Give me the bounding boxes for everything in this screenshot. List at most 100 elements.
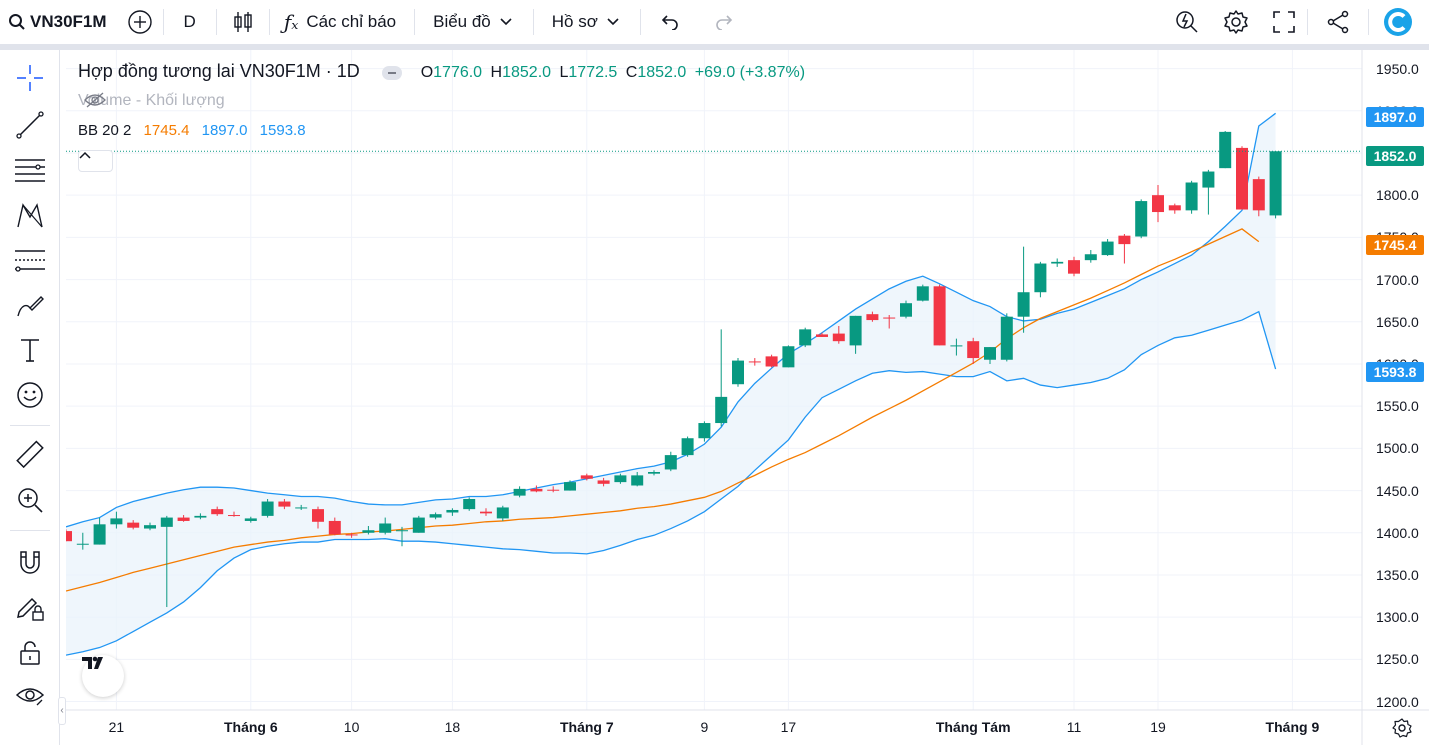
legend-change: +69.0 (+3.87%) [694, 64, 806, 81]
top-toolbar: VN30F1M D ƒₓ Các chỉ báo Biểu đồ Hồ sơ [0, 0, 1429, 44]
candle-body [564, 482, 576, 491]
candle-body [1051, 261, 1064, 264]
candle-body [984, 347, 996, 360]
candle-body [1252, 179, 1265, 211]
candle-body [261, 501, 274, 516]
candle-body [1152, 195, 1164, 213]
y-tick-label: 1400.0 [1376, 524, 1419, 541]
brand-logo[interactable] [1369, 0, 1429, 44]
candle-type-button[interactable] [217, 0, 269, 44]
x-tick-label: Tháng 6 [223, 719, 278, 735]
candle-body [765, 356, 778, 367]
bb-basis-line [66, 228, 1260, 592]
indicators-button[interactable]: ƒₓ Các chỉ báo [270, 0, 414, 44]
candle-body [211, 509, 224, 515]
lock-drawings-tool[interactable] [12, 590, 48, 626]
legend-c-label: C [625, 64, 638, 81]
pattern-icon [17, 203, 43, 228]
candle-body [513, 488, 526, 496]
candle-body [93, 524, 106, 545]
crosshair-tool[interactable] [12, 60, 48, 96]
chart-type-label: Biểu đồ [433, 12, 491, 31]
price-tag-lower: 1593.8 [1366, 362, 1424, 382]
collapse-toolbar-handle[interactable]: ‹ [58, 697, 66, 725]
tradingview-logo[interactable] [82, 655, 124, 697]
redo-button[interactable] [697, 0, 753, 44]
share-button[interactable] [1308, 0, 1368, 44]
text-tool[interactable] [12, 332, 48, 368]
brush-tool[interactable] [12, 287, 48, 323]
unlock-tool[interactable] [12, 635, 48, 671]
candle-body [1202, 171, 1215, 188]
legend-toggle-button[interactable] [382, 65, 403, 80]
candles [66, 131, 1282, 608]
y-tick-label: 1350.0 [1376, 566, 1419, 583]
visibility-tool[interactable] [12, 678, 48, 714]
bb-upper-value: 1897.0 [201, 122, 248, 139]
gear-icon [1392, 718, 1412, 738]
pattern-tool[interactable] [12, 197, 48, 233]
price-chart[interactable] [66, 50, 1429, 745]
profile-dropdown[interactable]: Hồ sơ [534, 0, 640, 44]
lightning-search-icon [1176, 11, 1198, 33]
candle-body [110, 518, 123, 525]
volume-legend[interactable]: Volume - Khối lượng [78, 92, 229, 110]
price-tag-last: 1852.0 [1366, 146, 1424, 166]
candle-body [849, 315, 862, 346]
compare-button[interactable] [117, 0, 163, 44]
legend-h-label: H [490, 64, 503, 81]
candle-body [799, 329, 812, 346]
interval-button[interactable]: D [164, 0, 216, 44]
candle-body [1168, 205, 1181, 211]
candle-body [345, 534, 358, 536]
axis-settings-button[interactable] [1392, 718, 1414, 740]
symbol-search[interactable]: VN30F1M [0, 0, 117, 44]
measure-tool[interactable] [12, 437, 48, 473]
zoom-in-icon [18, 488, 43, 513]
emoji-tool[interactable] [12, 377, 48, 413]
undo-button[interactable] [641, 0, 697, 44]
brush-icon [17, 296, 44, 317]
fullscreen-button[interactable] [1261, 0, 1307, 44]
trend-line-tool[interactable] [12, 107, 48, 143]
candle-body [177, 517, 190, 521]
fib-tool[interactable] [12, 152, 48, 188]
chart-pane[interactable]: Hợp đồng tương lai VN30F1M · 1D O1776.0 … [66, 50, 1429, 745]
candle-body [312, 509, 324, 522]
drawing-toolbar [0, 50, 60, 745]
search-icon [9, 14, 25, 30]
collapse-legend-button[interactable] [78, 150, 113, 172]
smiley-icon [17, 382, 43, 408]
settings-button[interactable] [1211, 0, 1261, 44]
candle-body [1084, 254, 1097, 261]
minus-icon [388, 71, 397, 74]
plus-circle-icon [127, 10, 152, 34]
ruler-icon [16, 440, 44, 469]
legend-title: Hợp đồng tương lai VN30F1M · 1D [78, 61, 360, 81]
chart-type-dropdown[interactable]: Biểu đồ [415, 0, 533, 44]
candle-body [748, 361, 761, 363]
redo-icon [716, 15, 733, 30]
candle-body [295, 507, 308, 509]
candle-body [412, 517, 425, 533]
eye-off-icon[interactable] [84, 92, 106, 108]
quick-search-button[interactable] [1163, 0, 1211, 44]
candle-body [1118, 235, 1131, 245]
candle-body [916, 286, 929, 301]
x-tick-label: 18 [444, 719, 461, 735]
zoom-tool[interactable] [12, 482, 48, 518]
candle-body [782, 346, 795, 368]
prediction-tool[interactable] [12, 242, 48, 278]
chevron-down-icon [607, 18, 619, 26]
candle-body [1135, 201, 1148, 237]
y-tick-label: 1250.0 [1376, 651, 1419, 668]
candle-body [1269, 151, 1282, 216]
price-tag-mid: 1745.4 [1366, 235, 1424, 255]
candle-body [228, 515, 240, 517]
gear-icon [1224, 10, 1248, 34]
magnet-tool[interactable] [12, 545, 48, 581]
undo-icon [661, 15, 678, 30]
chevron-down-icon [500, 18, 512, 26]
unlock-icon [20, 641, 40, 665]
pencil-lock-icon [17, 597, 44, 621]
